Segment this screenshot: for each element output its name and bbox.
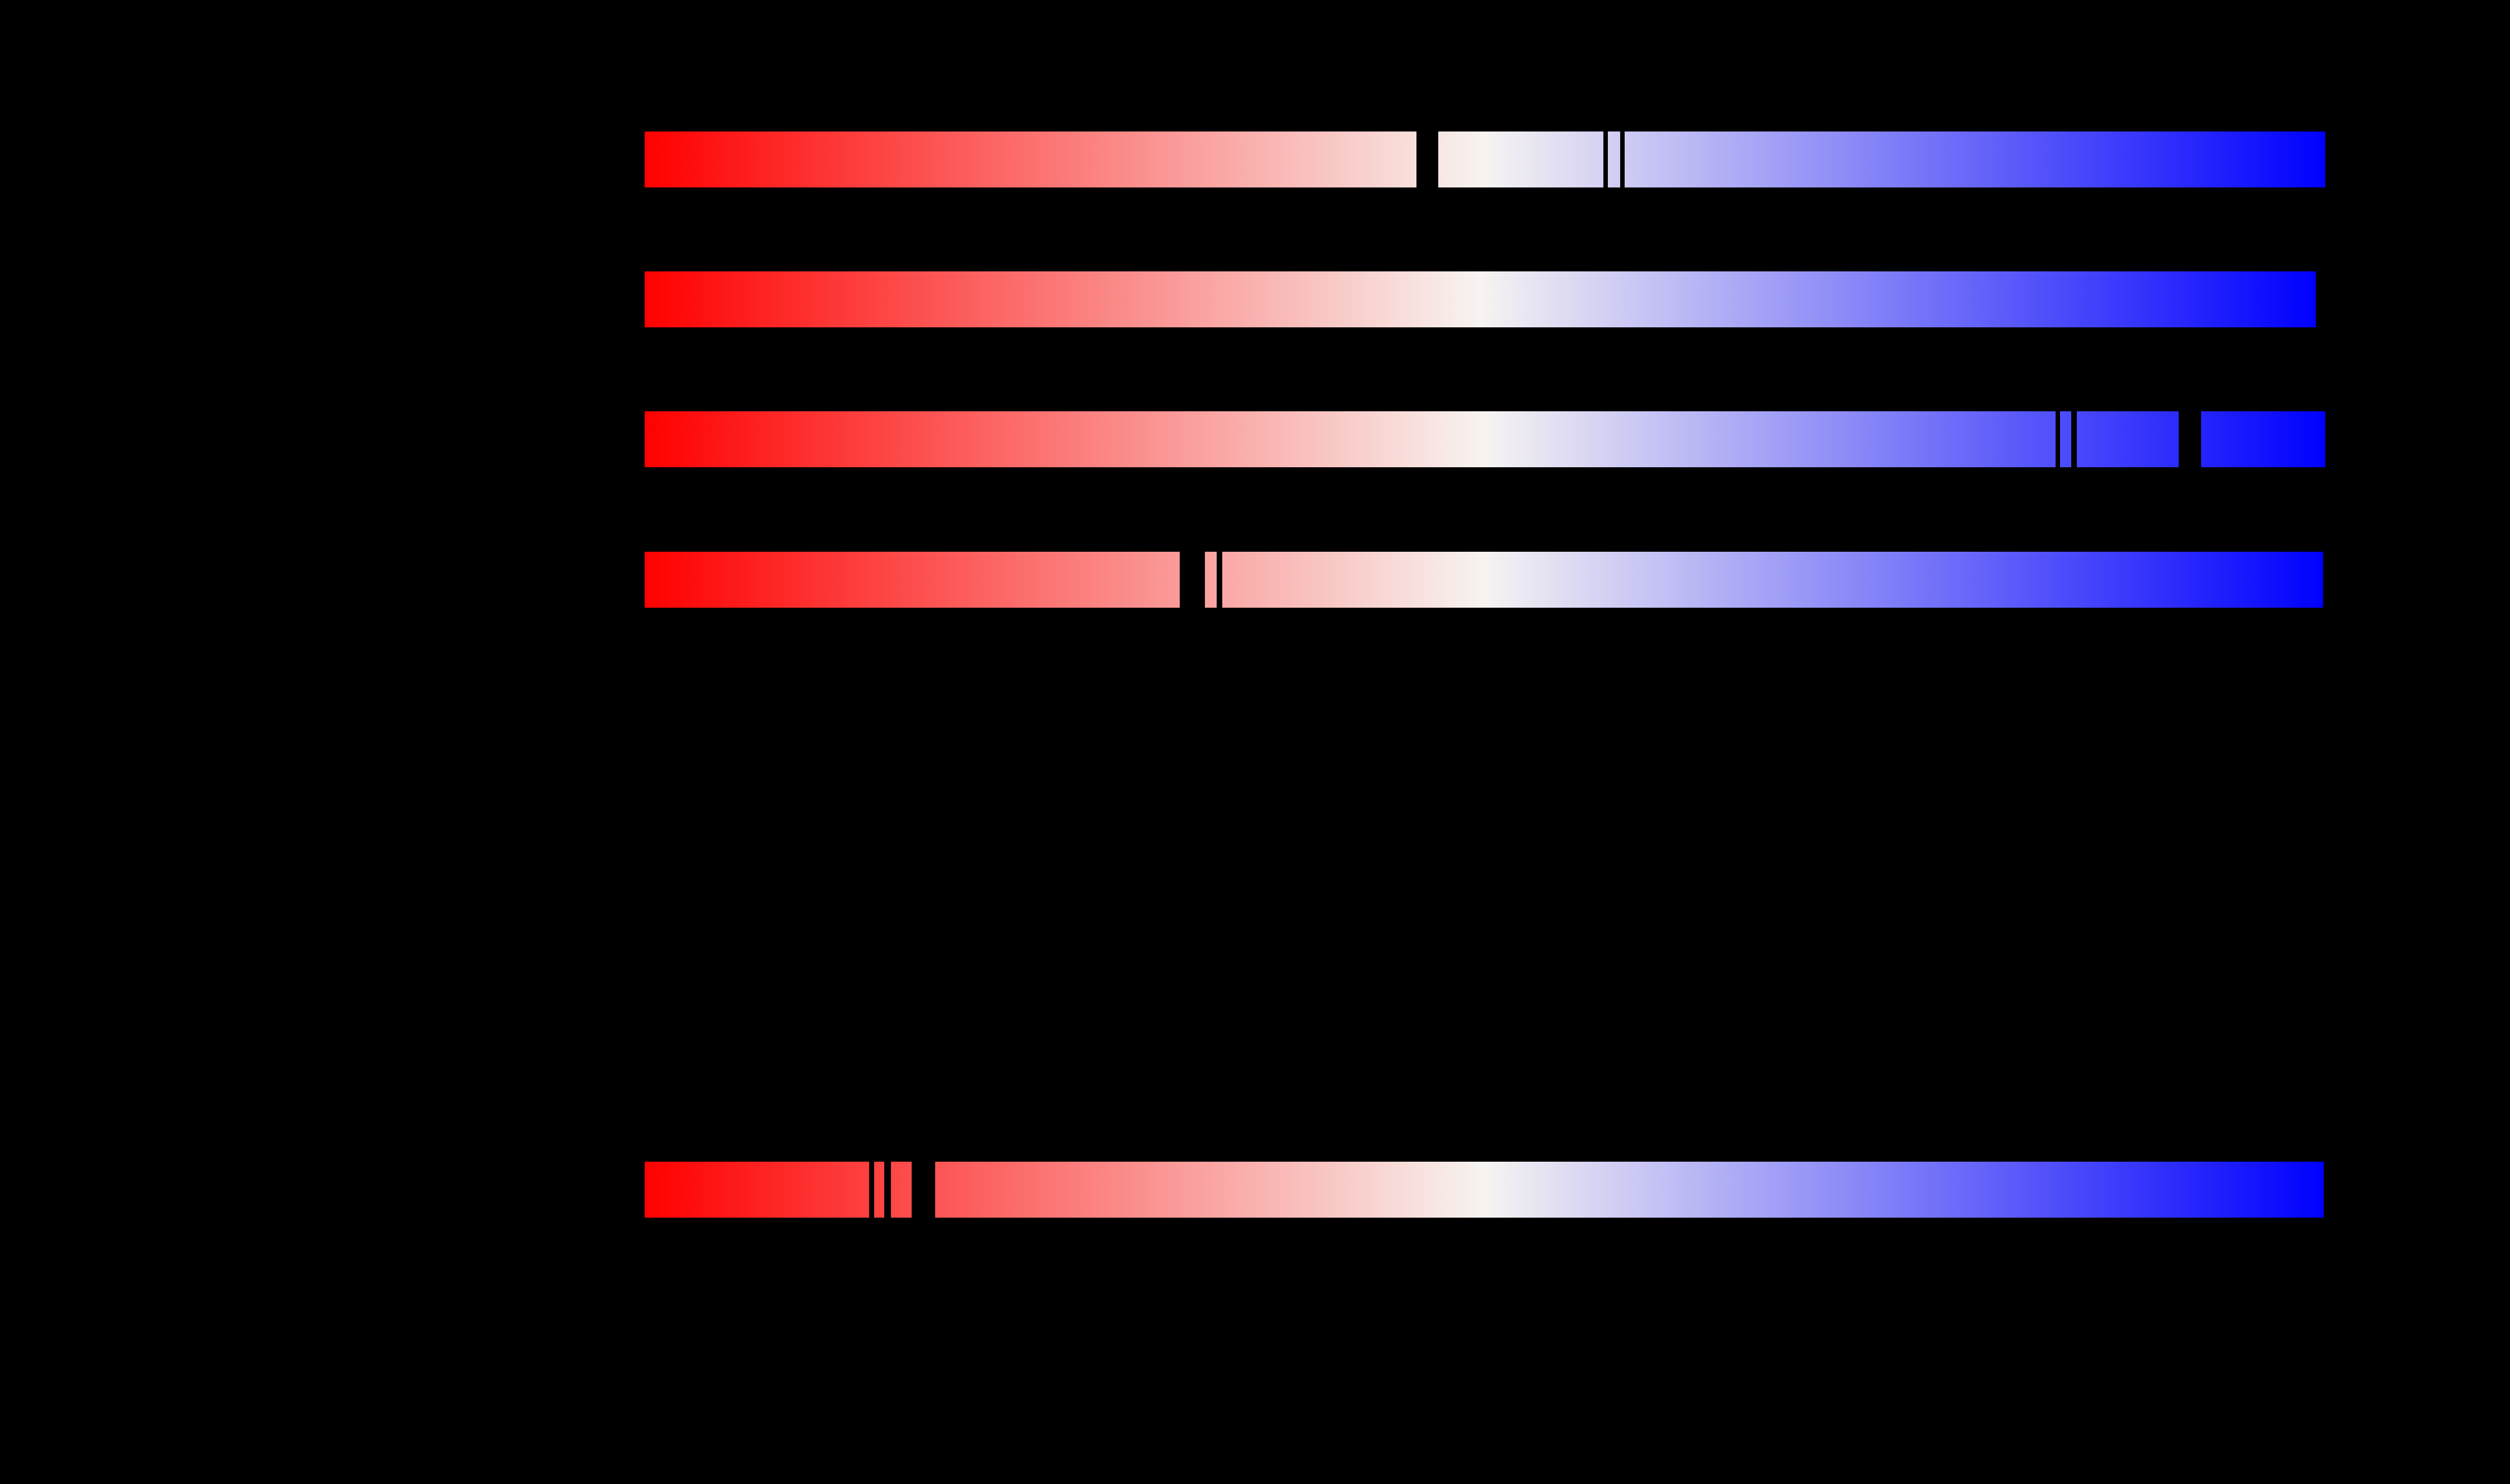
- gradient-bar-row-5: [645, 1162, 2324, 1218]
- tick-marker: [1603, 132, 1608, 187]
- gradient-bar-row-4: [645, 552, 2323, 608]
- gap-marker: [1180, 552, 1205, 608]
- tick-marker: [1217, 552, 1222, 608]
- tick-marker: [869, 1162, 874, 1218]
- gradient-bar-row-2: [645, 271, 2316, 327]
- tick-marker: [2056, 411, 2060, 467]
- tick-marker: [884, 1162, 891, 1218]
- tick-marker: [2071, 411, 2077, 467]
- gradient-bar-row-3: [645, 411, 2325, 467]
- gap-marker: [912, 1162, 935, 1218]
- gap-marker: [2179, 411, 2201, 467]
- gradient-bar-row-1: [645, 132, 2325, 187]
- tick-marker: [1620, 132, 1625, 187]
- gap-marker: [1416, 132, 1438, 187]
